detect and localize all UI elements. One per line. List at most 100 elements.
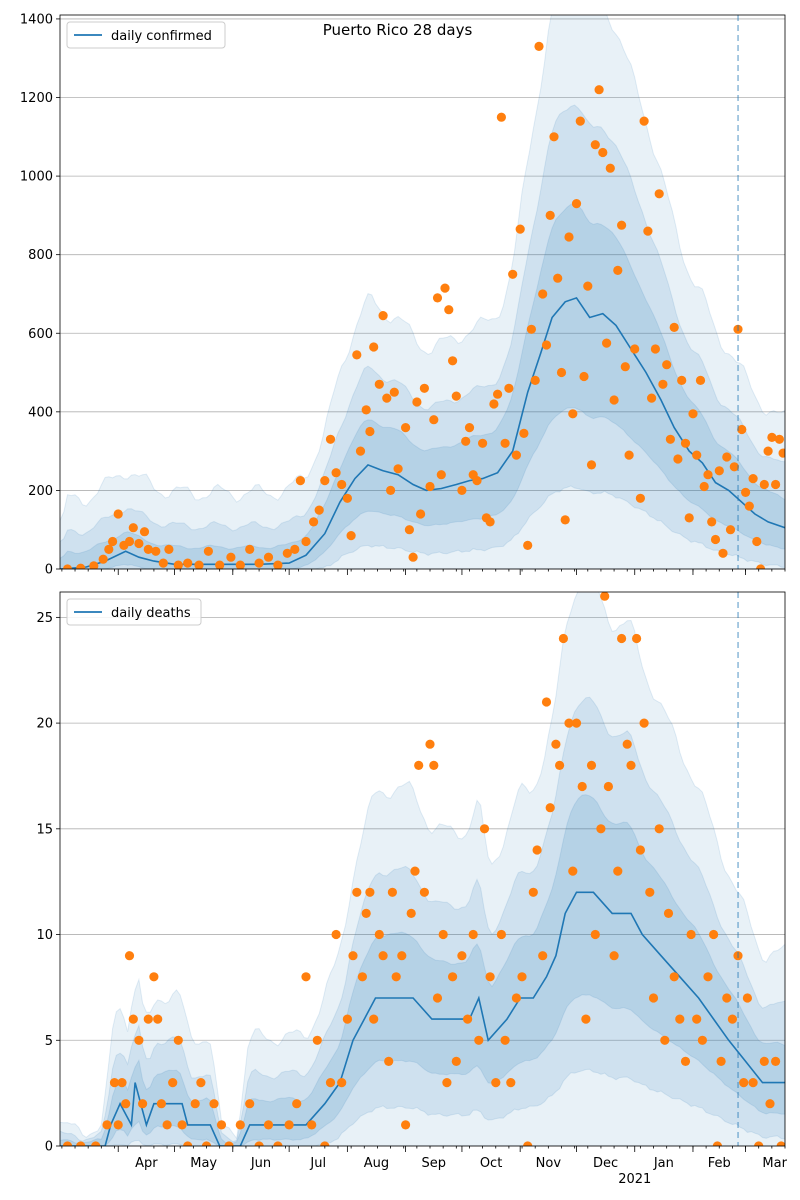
y-tick-label: 25 [36,611,53,626]
data-point [325,1078,336,1088]
data-point [538,289,548,299]
data-point [748,1078,758,1088]
data-point [235,560,245,569]
data-point [203,546,213,556]
data-point [425,739,435,749]
data-point [352,350,362,360]
x-tick-label: Nov [536,1156,562,1171]
data-point [692,450,702,460]
data-point [609,951,619,961]
data-point [245,544,255,555]
data-point [594,85,604,95]
data-point [523,1141,533,1146]
data-point [538,951,548,961]
data-point [432,293,443,303]
data-point [489,399,499,409]
data-point [361,908,371,919]
y-tick-label: 5 [45,1034,53,1049]
data-point [581,1014,591,1024]
data-point [121,1099,131,1109]
data-point [348,951,358,961]
data-point [695,375,706,385]
legend-box [66,21,226,49]
data-point [62,1141,73,1146]
data-point [709,929,719,940]
data-point [648,993,659,1003]
data-point [759,479,769,490]
x-year-label: 2021 [618,1172,651,1187]
data-point [143,544,153,555]
data-point [712,1141,722,1146]
data-point [568,866,578,876]
y-tick-label: 10 [36,928,53,943]
plot-area [60,15,785,569]
data-point [134,538,144,549]
y-tick-label: 1200 [20,91,53,106]
x-tick-label: Jul [309,1156,326,1171]
data-point [124,951,135,961]
data-point [164,544,174,555]
data-point [284,1120,294,1130]
data-point [444,305,454,315]
data-point [406,908,416,919]
x-tick-label: May [190,1156,217,1171]
data-point [331,468,341,478]
data-point [109,1078,120,1088]
data-point [568,409,578,419]
data-point [754,1141,764,1146]
data-point [425,481,435,492]
x-tick-label: Sep [422,1156,447,1171]
data-point [500,1035,510,1045]
data-point [571,718,582,728]
data-point [442,1078,452,1088]
data-point [776,1141,785,1146]
data-point [177,1120,187,1130]
y-tick-label: 1400 [20,12,53,27]
data-point [76,1141,86,1146]
data-point [714,466,724,476]
data-point [699,481,709,492]
data-point [575,116,585,126]
data-point [153,1014,163,1024]
data-point [301,536,311,547]
data-point [254,558,264,568]
data-point [414,760,424,771]
data-point [342,493,352,503]
data-point [337,479,347,490]
data-point [337,1078,347,1088]
data-point [686,929,696,940]
data-point [718,548,728,558]
chart-title: Puerto Rico 28 days [323,21,473,39]
data-point [603,781,614,792]
data-point [707,517,717,527]
legend-label: daily deaths [111,606,191,621]
data-point [173,560,183,569]
data-point [496,112,506,122]
data-point [613,866,623,876]
data-point [355,446,366,456]
data-point [643,226,653,236]
x-tick-label: Mar [762,1156,787,1171]
data-point [404,525,414,535]
data-point [600,592,610,601]
data-point [429,760,439,771]
data-point [630,344,640,354]
data-point [386,485,396,495]
data-point [647,393,657,403]
data-point [156,1099,166,1109]
data-point [196,1078,206,1088]
data-point [331,929,341,940]
data-point [662,360,672,370]
data-point [91,1141,101,1146]
data-point [541,340,552,350]
data-point [485,517,495,527]
data-point [419,887,429,897]
data-point [663,908,674,919]
data-point [346,531,356,541]
data-point [76,563,86,569]
data-point [722,993,732,1003]
data-point [737,424,747,435]
data-point [680,438,691,448]
data-point [342,1014,352,1024]
data-point [511,993,521,1003]
